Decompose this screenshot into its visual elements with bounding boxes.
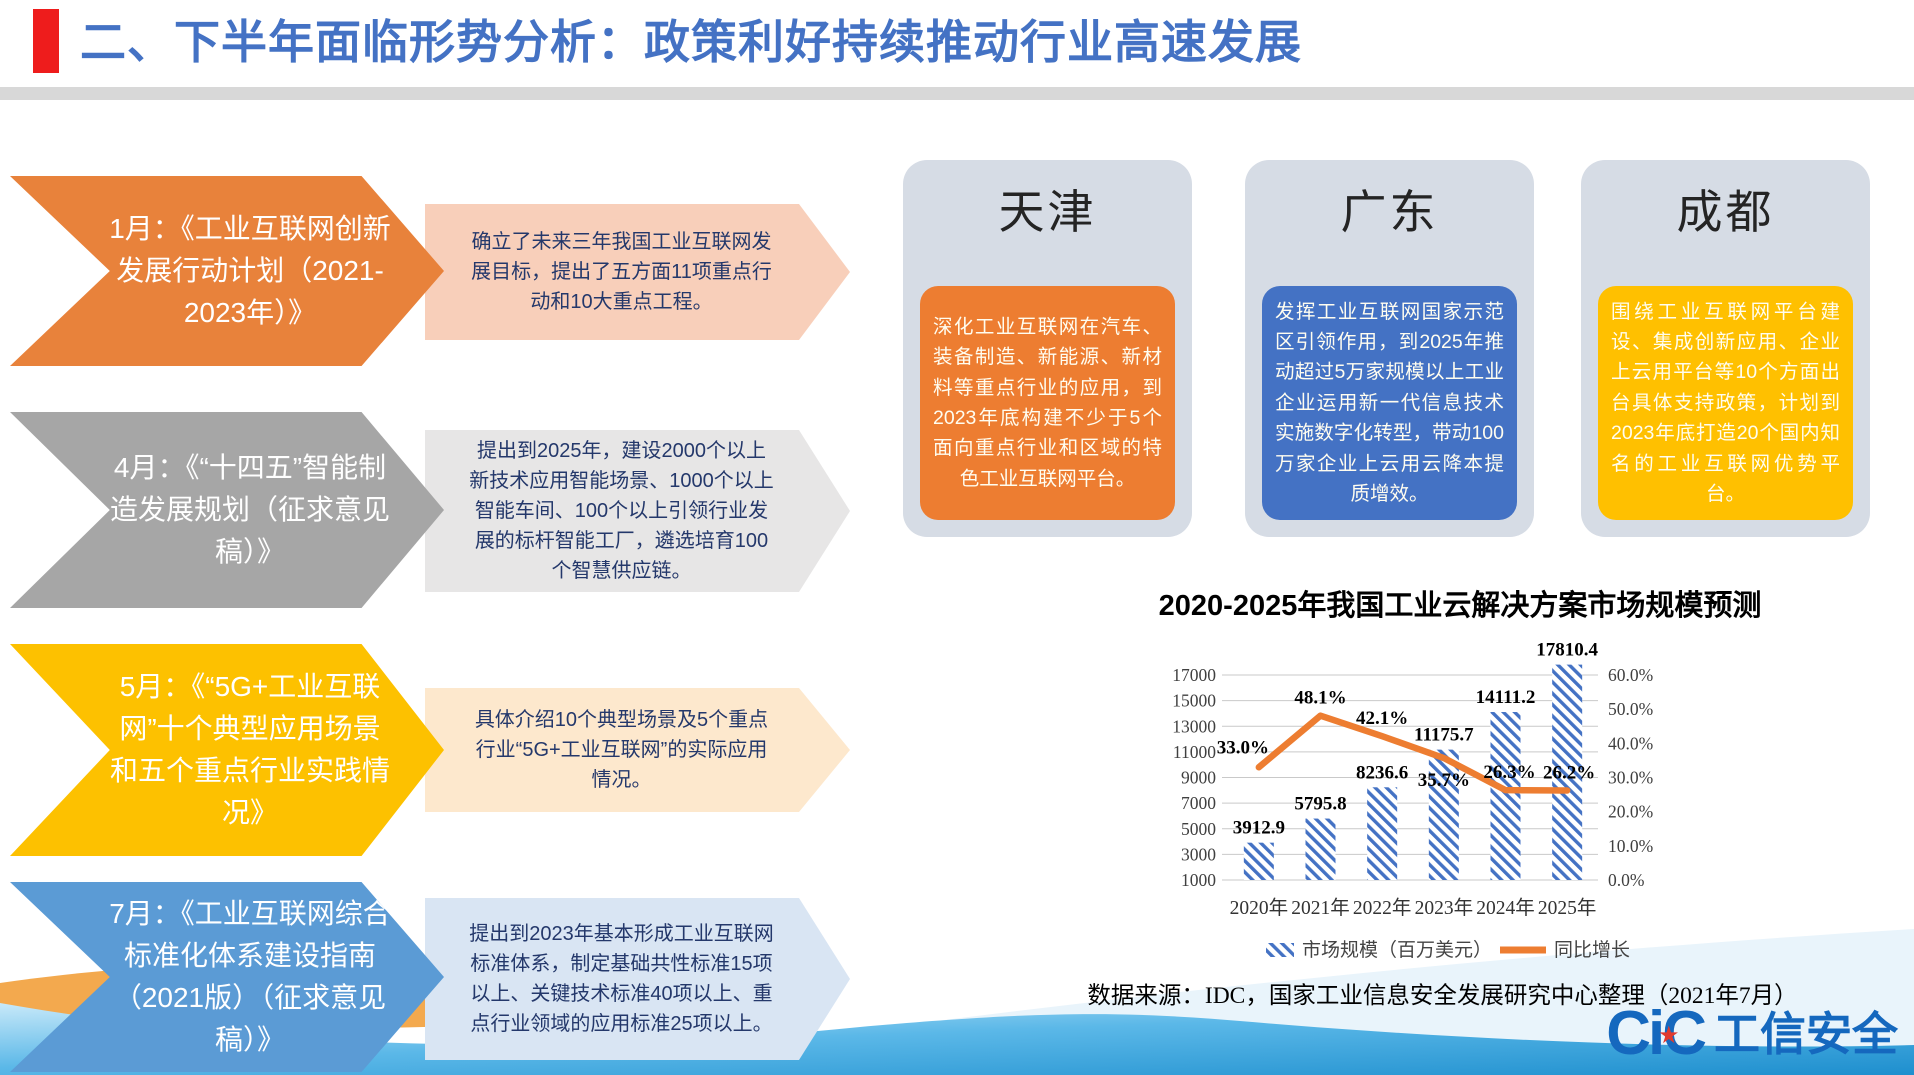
svg-text:1000: 1000: [1181, 870, 1216, 890]
svg-text:30.0%: 30.0%: [1608, 768, 1653, 788]
data-source-note: 数据来源：IDC，国家工业信息安全发展研究中心整理（2021年7月）: [1087, 983, 1798, 1009]
svg-text:60.0%: 60.0%: [1608, 665, 1653, 685]
region-name: 天津: [998, 186, 1097, 238]
svg-text:35.7%: 35.7%: [1418, 770, 1470, 791]
region-card: 成都 围绕工业互联网平台建设、集成创新应用、企业上云用平台等10个方面出台具体支…: [1581, 160, 1870, 537]
svg-text:2020年: 2020年: [1230, 897, 1289, 919]
svg-text:5795.8: 5795.8: [1294, 794, 1346, 815]
svg-text:33.0%: 33.0%: [1217, 737, 1269, 758]
cic-logo-star-icon: ★: [1658, 1022, 1680, 1050]
svg-text:26.3%: 26.3%: [1483, 762, 1535, 783]
policy-row: 1月：《工业互联网创新发展行动计划（2021-2023年）》 确立了未来三年我国…: [10, 176, 850, 366]
svg-text:10.0%: 10.0%: [1608, 836, 1653, 856]
region-policy-box: 深化工业互联网在汽车、装备制造、新能源、新材料等重点行业的应用，到2023年底构…: [920, 286, 1175, 520]
region-name: 成都: [1676, 186, 1775, 238]
svg-text:8236.6: 8236.6: [1356, 762, 1408, 783]
svg-text:14111.2: 14111.2: [1476, 687, 1536, 708]
policy-arrow-label: 7月：《工业互联网综合标准化体系建设指南（2021版）（征求意见稿）》: [10, 882, 444, 1072]
region-policy-box: 发挥工业互联网国家示范区引领作用，到2025年推动超过5万家规模以上工业企业运用…: [1262, 286, 1517, 520]
svg-text:15000: 15000: [1172, 691, 1216, 711]
policy-description-banner: 具体介绍10个典型场景及5个重点行业“5G+工业互联网”的实际应用情况。: [425, 688, 850, 812]
policy-arrow-label: 5月：《“5G+工业互联网”十个典型应用场景和五个重点行业实践情况》: [10, 644, 444, 856]
svg-text:17000: 17000: [1172, 665, 1216, 685]
svg-text:3912.9: 3912.9: [1233, 818, 1285, 839]
policy-arrow-label: 4月：《“十四五”智能制造发展规划（征求意见稿）》: [10, 412, 444, 608]
svg-text:市场规模（百万美元）: 市场规模（百万美元）: [1302, 939, 1492, 961]
policy-description-banner: 提出到2025年，建设2000个以上新技术应用智能场景、1000个以上智能车间、…: [425, 430, 850, 592]
policy-description-banner: 提出到2023年基本形成工业互联网标准体系，制定基础共性标准15项以上、关键技术…: [425, 898, 850, 1060]
region-card: 广东 发挥工业互联网国家示范区引领作用，到2025年推动超过5万家规模以上工业企…: [1245, 160, 1534, 537]
svg-text:5000: 5000: [1181, 819, 1216, 839]
svg-text:2024年: 2024年: [1476, 897, 1535, 919]
svg-text:11000: 11000: [1173, 742, 1216, 762]
svg-text:7000: 7000: [1181, 793, 1216, 813]
title-divider: [0, 87, 1914, 100]
policy-description-banner: 确立了未来三年我国工业互联网发展目标，提出了五方面11项重点行动和10大重点工程…: [425, 204, 850, 340]
title-accent-block: [33, 9, 59, 73]
svg-text:2023年: 2023年: [1415, 897, 1474, 919]
svg-text:3000: 3000: [1181, 844, 1216, 864]
cic-logo-brand: CiC ★: [1606, 999, 1707, 1068]
svg-text:17810.4: 17810.4: [1536, 640, 1598, 661]
svg-text:2025年: 2025年: [1538, 897, 1597, 919]
cic-logo: CiC ★ 工信安全: [1606, 1003, 1898, 1065]
policy-row: 7月：《工业互联网综合标准化体系建设指南（2021版）（征求意见稿）》 提出到2…: [10, 882, 850, 1072]
region-card: 天津 深化工业互联网在汽车、装备制造、新能源、新材料等重点行业的应用，到2023…: [903, 160, 1192, 537]
cic-logo-name: 工信安全: [1714, 1008, 1898, 1060]
region-policy-text: 深化工业互联网在汽车、装备制造、新能源、新材料等重点行业的应用，到2023年底构…: [933, 315, 1162, 490]
page-title: 二、下半年面临形势分析：政策利好持续推动行业高速发展: [80, 16, 1302, 68]
policy-row: 4月：《“十四五”智能制造发展规划（征求意见稿）》 提出到2025年，建设200…: [10, 412, 850, 608]
svg-text:26.2%: 26.2%: [1543, 762, 1595, 783]
region-policy-text: 发挥工业互联网国家示范区引领作用，到2025年推动超过5万家规模以上工业企业运用…: [1275, 300, 1504, 506]
region-name: 广东: [1340, 186, 1439, 238]
svg-text:2022年: 2022年: [1353, 897, 1412, 919]
svg-text:40.0%: 40.0%: [1608, 733, 1653, 753]
svg-text:42.1%: 42.1%: [1356, 708, 1408, 729]
svg-text:50.0%: 50.0%: [1608, 699, 1653, 719]
svg-text:9000: 9000: [1181, 768, 1216, 788]
policy-arrow-label: 1月：《工业互联网创新发展行动计划（2021-2023年）》: [10, 176, 444, 366]
svg-text:13000: 13000: [1172, 716, 1216, 736]
region-policy-text: 围绕工业互联网平台建设、集成创新应用、企业上云用平台等10个方面出台具体支持政策…: [1611, 300, 1840, 506]
region-policy-box: 围绕工业互联网平台建设、集成创新应用、企业上云用平台等10个方面出台具体支持政策…: [1598, 286, 1853, 520]
svg-text:48.1%: 48.1%: [1294, 688, 1346, 709]
chart-title: 2020-2025年我国工业云解决方案市场规模预测: [1158, 590, 1762, 622]
policy-row: 5月：《“5G+工业互联网”十个典型应用场景和五个重点行业实践情况》 具体介绍1…: [10, 644, 850, 856]
svg-text:11175.7: 11175.7: [1414, 725, 1474, 746]
svg-text:同比增长: 同比增长: [1554, 939, 1630, 961]
market-forecast-chart: 1000 3000 5000 7000 9000 11000 13000 15000 17000…: [1128, 622, 1788, 967]
svg-text:0.0%: 0.0%: [1608, 870, 1644, 890]
svg-text:20.0%: 20.0%: [1608, 802, 1653, 822]
svg-text:2021年: 2021年: [1291, 897, 1350, 919]
